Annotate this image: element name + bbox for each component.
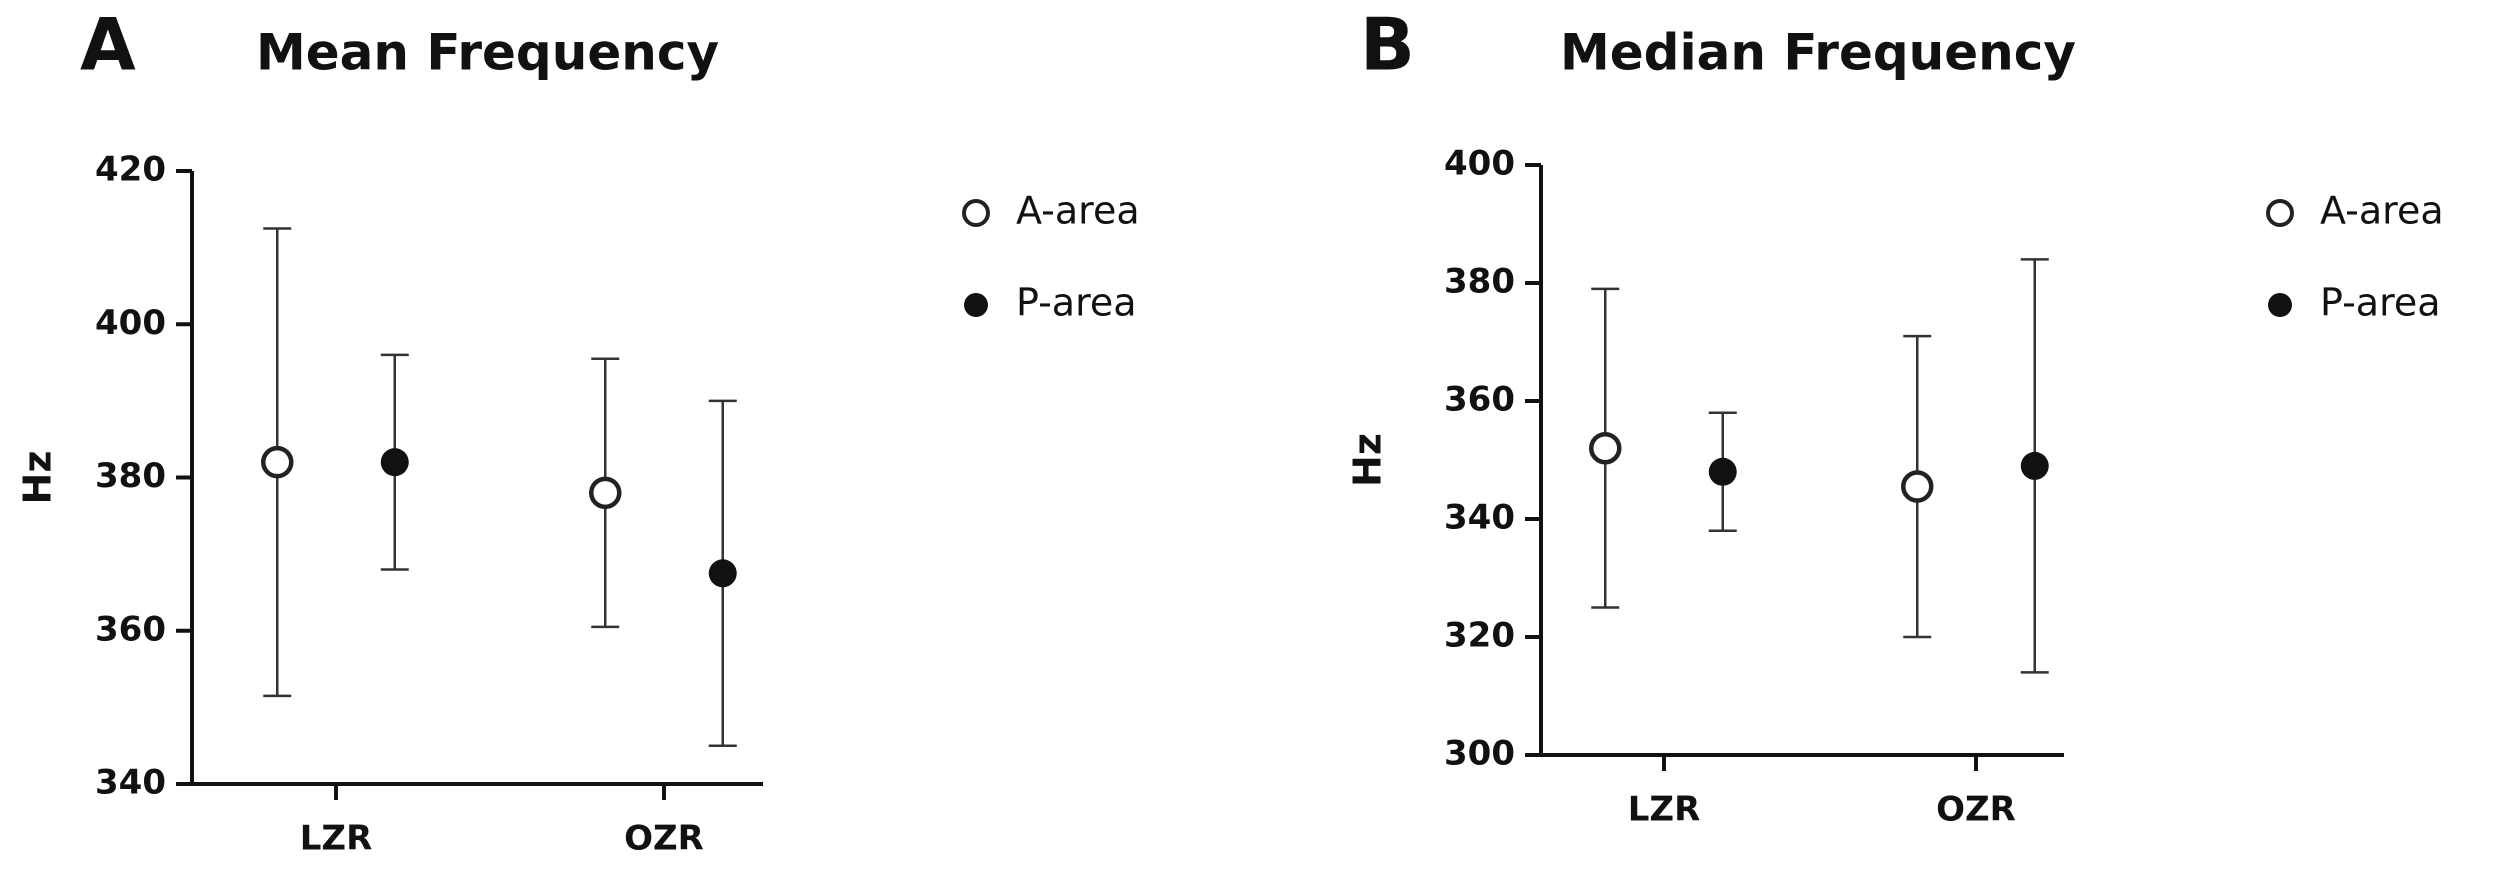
x-tick-label: OZR <box>1936 790 2016 830</box>
y-tick-label: 400 <box>95 303 166 343</box>
y-tick-label: 360 <box>1444 380 1515 420</box>
y-tick-label: 380 <box>1444 262 1515 302</box>
y-tick-label: 300 <box>1444 734 1515 774</box>
legend-marker <box>2266 199 2294 227</box>
data-point <box>380 448 409 477</box>
y-tick-label: 360 <box>95 609 166 649</box>
legend-label: P-area <box>2320 281 2441 325</box>
data-point <box>2020 451 2049 480</box>
y-axis-title: Hz <box>16 451 60 505</box>
legend-label: P-area <box>1016 281 1137 325</box>
chart-title: Mean Frequency <box>256 24 719 82</box>
legend-marker <box>962 199 990 227</box>
data-point <box>261 445 294 479</box>
data-point <box>1589 431 1622 465</box>
y-tick-label: 420 <box>95 150 166 190</box>
y-tick-label: 400 <box>1444 144 1515 184</box>
y-tick-label: 320 <box>1444 616 1515 656</box>
x-tick-label: LZR <box>1628 790 1701 830</box>
panel-label: B <box>1360 3 1415 87</box>
legend-label: A-area <box>1016 189 1140 233</box>
data-point <box>589 476 622 510</box>
legend-marker <box>2268 293 2292 317</box>
data-point <box>1708 457 1737 486</box>
data-point <box>708 559 737 588</box>
x-tick-label: LZR <box>300 819 373 859</box>
y-tick-label: 340 <box>95 763 166 803</box>
y-tick-label: 340 <box>1444 498 1515 538</box>
x-tick-label: OZR <box>624 819 704 859</box>
chart-title: Median Frequency <box>1560 24 2076 82</box>
panel-label: A <box>80 3 136 87</box>
y-tick-label: 380 <box>95 456 166 496</box>
legend-label: A-area <box>2320 189 2444 233</box>
y-axis-title: Hz <box>1346 433 1390 487</box>
legend-marker <box>964 293 988 317</box>
data-point <box>1901 470 1934 503</box>
